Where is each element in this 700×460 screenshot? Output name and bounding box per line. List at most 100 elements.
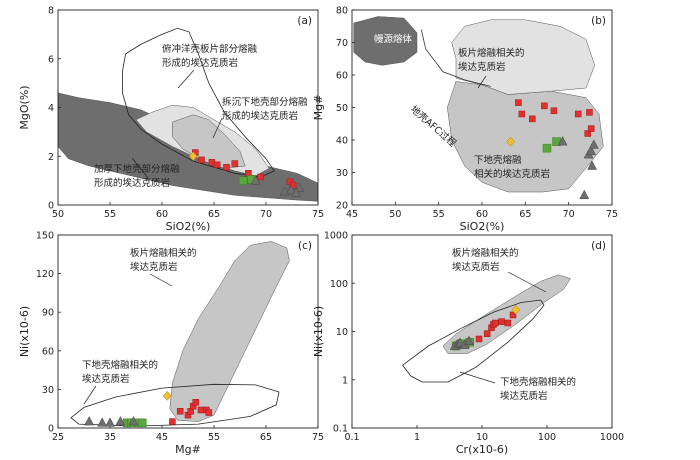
data-points <box>449 305 521 351</box>
triangle-grey-point <box>464 335 474 345</box>
fields <box>70 241 290 427</box>
data-points <box>84 390 213 428</box>
triangle-grey-point <box>84 416 95 426</box>
x-tick-label: 75 <box>312 432 324 443</box>
square-red-point <box>223 163 230 171</box>
fields <box>402 274 571 383</box>
y-tick-label: 100 <box>330 279 348 290</box>
y-axis-label: MgO(%) <box>18 85 31 129</box>
field-0 <box>169 241 290 422</box>
annotation: 埃达克质岩 <box>500 390 548 402</box>
x-tick-label: 10 <box>476 432 488 443</box>
y-tick-label: 40 <box>336 136 348 147</box>
x-tick-label: 0.1 <box>344 432 359 443</box>
y-tick-label: 120 <box>36 269 54 280</box>
square-red-point <box>550 107 558 114</box>
y-axis-label: Ni(x10-6) <box>312 306 325 357</box>
x-tick-label: 65 <box>260 432 272 443</box>
square-red-point <box>205 409 213 416</box>
diamond-yellow-point <box>162 390 172 401</box>
field-3 <box>122 27 275 178</box>
x-tick-label: 1000 <box>600 432 624 443</box>
annotation: 幔源熔体 <box>374 33 413 45</box>
y-tick-label: 80 <box>336 6 348 17</box>
triangle-grey-point <box>250 175 261 185</box>
x-tick-label: 65 <box>519 209 531 220</box>
leader-line <box>83 385 97 405</box>
x-tick-label: 75 <box>606 209 618 220</box>
square-red-point <box>586 109 593 116</box>
x-tick-label: 35 <box>104 432 116 443</box>
triangle-grey-point <box>105 417 115 427</box>
y-tick-label: 1 <box>342 375 348 386</box>
square-red-point <box>176 408 184 415</box>
square-red-point <box>584 130 591 137</box>
y-tick-label: 0 <box>48 424 54 435</box>
square-green-point <box>238 176 248 185</box>
leader-line <box>459 371 496 384</box>
annotation: 加厚下地壳部分熔融 <box>94 163 180 175</box>
square-red-point <box>498 318 505 325</box>
field-2 <box>451 19 595 95</box>
annotation: 下地壳熔融相关的 <box>82 359 158 371</box>
x-tick-label: 50 <box>389 209 401 220</box>
triangle-grey-point <box>557 136 568 146</box>
square-red-point <box>231 160 239 167</box>
triangle-grey-point <box>97 417 108 427</box>
annotation: 形成的埃达克质岩 <box>162 57 238 69</box>
square-red-point <box>169 418 176 425</box>
annotation: 形成的埃达克质岩 <box>222 110 298 122</box>
square-red-point <box>515 99 522 106</box>
triangle-grey-point <box>588 139 599 149</box>
y-tick-label: 0 <box>48 201 54 212</box>
annotation: 下地壳熔融 <box>474 154 522 166</box>
square-red-point <box>574 110 582 118</box>
annotation: 埃达克质岩 <box>130 261 178 273</box>
y-tick-label: 8 <box>48 6 54 17</box>
triangle-grey-point <box>115 416 126 426</box>
field-0 <box>353 16 418 66</box>
field-2 <box>172 114 246 169</box>
x-tick-label: 55 <box>104 209 116 220</box>
fields <box>58 27 318 202</box>
x-tick-label: 60 <box>476 209 488 220</box>
y-tick-label: 1000 <box>324 231 348 242</box>
field-1 <box>402 299 545 383</box>
field-0 <box>442 274 571 354</box>
triangle-grey-point <box>587 160 597 170</box>
y-axis-label: Mg# <box>312 95 325 121</box>
panel-b: 45 50 55 60 65 70 75 20 30 40 50 60 70 80 SiO2(%) Mg# (b… <box>312 6 618 234</box>
leader-line <box>212 117 223 139</box>
field-line-3 <box>420 29 491 87</box>
y-tick-label: 0.1 <box>333 424 348 435</box>
y-tick-label: 60 <box>42 346 54 357</box>
y-tick-label: 90 <box>42 308 54 319</box>
x-axis-label: Mg# <box>175 443 201 456</box>
square-red-point <box>492 319 499 327</box>
square-green-point <box>542 143 552 153</box>
x-tick-label: 45 <box>346 209 358 220</box>
y-tick-label: 30 <box>336 168 348 179</box>
panel-label: (d) <box>591 240 606 252</box>
y-tick-label: 70 <box>336 38 348 49</box>
triangle-grey-point <box>579 189 590 199</box>
y-tick-label: 2 <box>48 152 54 163</box>
field-1 <box>70 383 280 427</box>
annotation: 拆沉下地壳部分熔融 <box>222 96 308 108</box>
annotation: 埃达克质岩 <box>458 61 506 73</box>
y-tick-label: 60 <box>336 71 348 82</box>
leader-line <box>507 271 547 293</box>
y-tick-label: 4 <box>48 103 54 114</box>
leader-line <box>177 69 195 89</box>
square-red-point <box>483 330 491 337</box>
annotation: 板片熔融相关的 <box>452 247 519 259</box>
panel-label: (b) <box>591 15 606 27</box>
plot-frame <box>57 234 319 429</box>
leader-line <box>131 157 149 179</box>
square-red-point <box>587 125 595 132</box>
square-red-point <box>257 173 265 181</box>
x-axis-label: SiO2(%) <box>166 220 211 233</box>
y-axis-label: Ni(x10-6) <box>18 306 31 357</box>
triangle-grey-point <box>586 145 597 156</box>
triangle-grey-point <box>291 187 302 197</box>
